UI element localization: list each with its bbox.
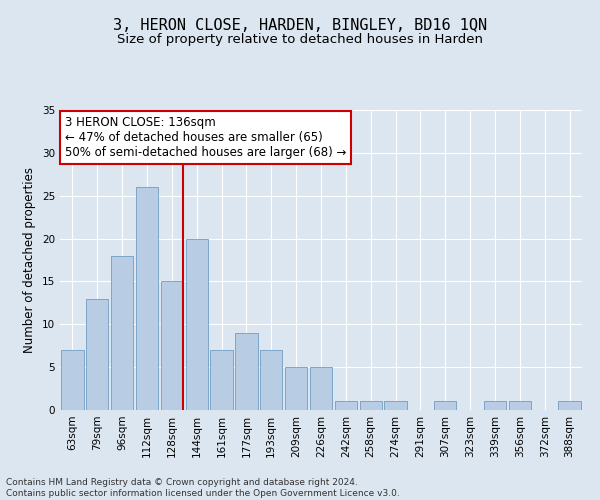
Bar bbox=[509, 402, 531, 410]
Bar bbox=[310, 367, 332, 410]
Bar bbox=[235, 333, 257, 410]
Bar bbox=[136, 187, 158, 410]
Bar bbox=[161, 282, 183, 410]
Text: Contains HM Land Registry data © Crown copyright and database right 2024.
Contai: Contains HM Land Registry data © Crown c… bbox=[6, 478, 400, 498]
Bar bbox=[211, 350, 233, 410]
Bar bbox=[185, 238, 208, 410]
Bar bbox=[434, 402, 457, 410]
Bar bbox=[61, 350, 83, 410]
Y-axis label: Number of detached properties: Number of detached properties bbox=[23, 167, 37, 353]
Bar bbox=[86, 298, 109, 410]
Bar bbox=[385, 402, 407, 410]
Bar bbox=[484, 402, 506, 410]
Text: 3 HERON CLOSE: 136sqm
← 47% of detached houses are smaller (65)
50% of semi-deta: 3 HERON CLOSE: 136sqm ← 47% of detached … bbox=[65, 116, 347, 159]
Bar bbox=[359, 402, 382, 410]
Bar bbox=[285, 367, 307, 410]
Bar bbox=[335, 402, 357, 410]
Bar bbox=[111, 256, 133, 410]
Text: 3, HERON CLOSE, HARDEN, BINGLEY, BD16 1QN: 3, HERON CLOSE, HARDEN, BINGLEY, BD16 1Q… bbox=[113, 18, 487, 32]
Bar bbox=[559, 402, 581, 410]
Bar bbox=[260, 350, 283, 410]
Text: Size of property relative to detached houses in Harden: Size of property relative to detached ho… bbox=[117, 32, 483, 46]
